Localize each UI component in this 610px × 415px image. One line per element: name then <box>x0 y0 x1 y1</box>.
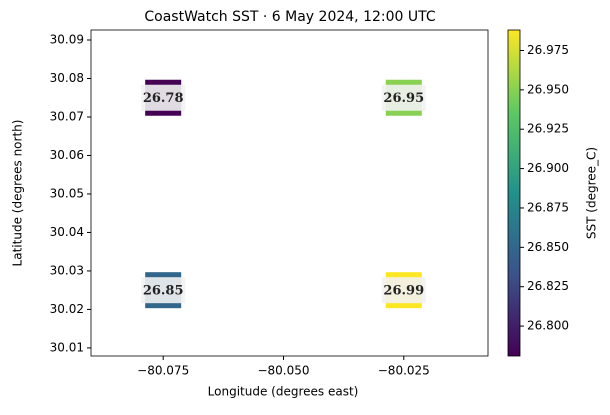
x-axis-label: Longitude (degrees east) <box>208 385 359 399</box>
y-tick-label: 30.04 <box>50 225 84 239</box>
y-tick-label: 30.01 <box>50 340 84 354</box>
cell-label-box <box>381 277 426 304</box>
y-tick-label: 30.09 <box>50 33 84 47</box>
colorbar-label: SST (degree_C) <box>585 147 599 239</box>
colorbar-tick-label: 26.825 <box>527 279 569 293</box>
cell-label: 26.99 <box>383 284 424 299</box>
x-tick-label: −80.025 <box>378 364 430 378</box>
colorbar-tick-label: 26.975 <box>527 43 569 57</box>
colorbar-tick-label: 26.875 <box>527 200 569 214</box>
cell-label-box <box>381 84 426 111</box>
colorbar-tick-label: 26.925 <box>527 122 569 136</box>
cell-label: 26.95 <box>383 91 424 106</box>
y-tick-label: 30.05 <box>50 186 84 200</box>
x-tick-label: −80.075 <box>137 364 189 378</box>
x-tick-label: −80.050 <box>257 364 309 378</box>
colorbar-tick-label: 26.850 <box>527 240 569 254</box>
y-tick-label: 30.06 <box>50 148 84 162</box>
colorbar <box>507 29 521 357</box>
y-tick-label: 30.02 <box>50 302 84 316</box>
y-axis-label: Latitude (degrees north) <box>11 120 25 267</box>
colorbar-tick-label: 26.800 <box>527 319 569 333</box>
plot-area <box>90 29 489 357</box>
y-tick-label: 30.07 <box>50 109 84 123</box>
chart-title: CoastWatch SST · 6 May 2024, 12:00 UTC <box>144 9 435 25</box>
colorbar-tick-label: 26.900 <box>527 161 569 175</box>
cell-label: 26.85 <box>143 284 184 299</box>
colorbar-tick-label: 26.950 <box>527 82 569 96</box>
cell-label-box <box>141 84 186 111</box>
cell-label: 26.78 <box>143 91 184 106</box>
cell-label-box <box>141 277 186 304</box>
y-tick-label: 30.08 <box>50 71 84 85</box>
y-tick-label: 30.03 <box>50 263 84 277</box>
